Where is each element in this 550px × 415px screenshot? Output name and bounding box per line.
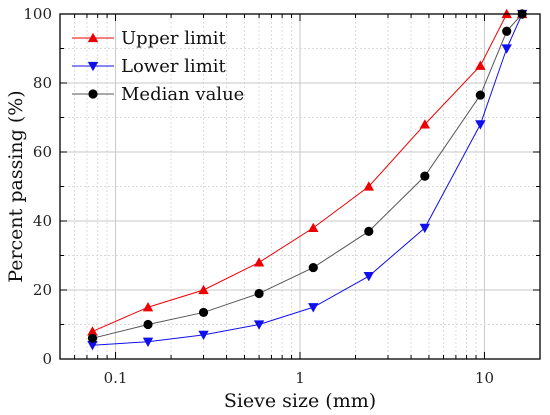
x-tick-label: 10	[475, 369, 494, 387]
data-point-lower-limit	[253, 320, 265, 330]
ticks	[59, 13, 541, 360]
legend-marker-median-value	[88, 89, 98, 99]
legend: Upper limit Lower limit Median value	[72, 28, 244, 105]
legend-label: Median value	[121, 84, 244, 105]
x-tick-label: 0.1	[104, 369, 128, 387]
series-line-upper-limit	[92, 13, 523, 332]
data-point-lower-limit	[475, 120, 486, 130]
data-point-upper-limit	[475, 60, 486, 70]
data-point-lower-limit	[308, 303, 319, 313]
data-point-median-value	[502, 26, 512, 36]
y-tick-label: 100	[23, 5, 52, 23]
legend-label: Lower limit	[121, 56, 227, 77]
x-axis-title: Sieve size (mm)	[224, 390, 376, 412]
legend-label: Upper limit	[121, 28, 227, 49]
data-point-upper-limit	[198, 284, 209, 295]
y-tick-label: 80	[33, 74, 52, 92]
data-point-upper-limit	[253, 257, 265, 267]
data-point-median-value	[87, 333, 98, 343]
data-point-lower-limit	[87, 341, 98, 351]
data-point-lower-limit	[198, 330, 209, 341]
y-tick-label: 20	[33, 281, 52, 299]
legend-item-lower-limit: Lower limit	[72, 56, 227, 77]
y-tick-label: 0	[42, 350, 52, 368]
series-lower-limit	[87, 9, 528, 351]
data-point-upper-limit	[419, 119, 431, 129]
data-point-upper-limit	[142, 302, 154, 312]
series-line-median-value	[92, 13, 523, 339]
data-point-median-value	[198, 307, 209, 318]
data-point-median-value	[364, 226, 374, 236]
legend-item-upper-limit: Upper limit	[72, 28, 227, 49]
x-tick-label: 1	[295, 369, 305, 387]
data-point-upper-limit	[363, 181, 374, 191]
data-point-median-value	[254, 288, 264, 299]
data-point-median-value	[475, 90, 485, 100]
series-group	[87, 8, 528, 351]
data-point-upper-limit	[308, 222, 319, 233]
y-tick-label: 40	[33, 212, 52, 230]
data-point-median-value	[143, 319, 153, 330]
legend-marker-lower-limit	[87, 61, 99, 72]
data-point-lower-limit	[142, 337, 154, 347]
data-point-median-value	[420, 171, 430, 181]
legend-marker-upper-limit	[87, 32, 99, 43]
y-axis-title: Percent passing (%)	[5, 90, 27, 282]
series-line-lower-limit	[92, 13, 523, 346]
data-point-lower-limit	[363, 272, 374, 282]
legend-item-median-value: Median value	[72, 84, 244, 105]
data-point-upper-limit	[87, 326, 98, 336]
data-point-lower-limit	[501, 44, 512, 54]
data-point-lower-limit	[419, 223, 431, 234]
y-tick-label: 60	[33, 143, 52, 161]
series-upper-limit	[87, 8, 528, 336]
data-point-median-value	[308, 262, 318, 273]
